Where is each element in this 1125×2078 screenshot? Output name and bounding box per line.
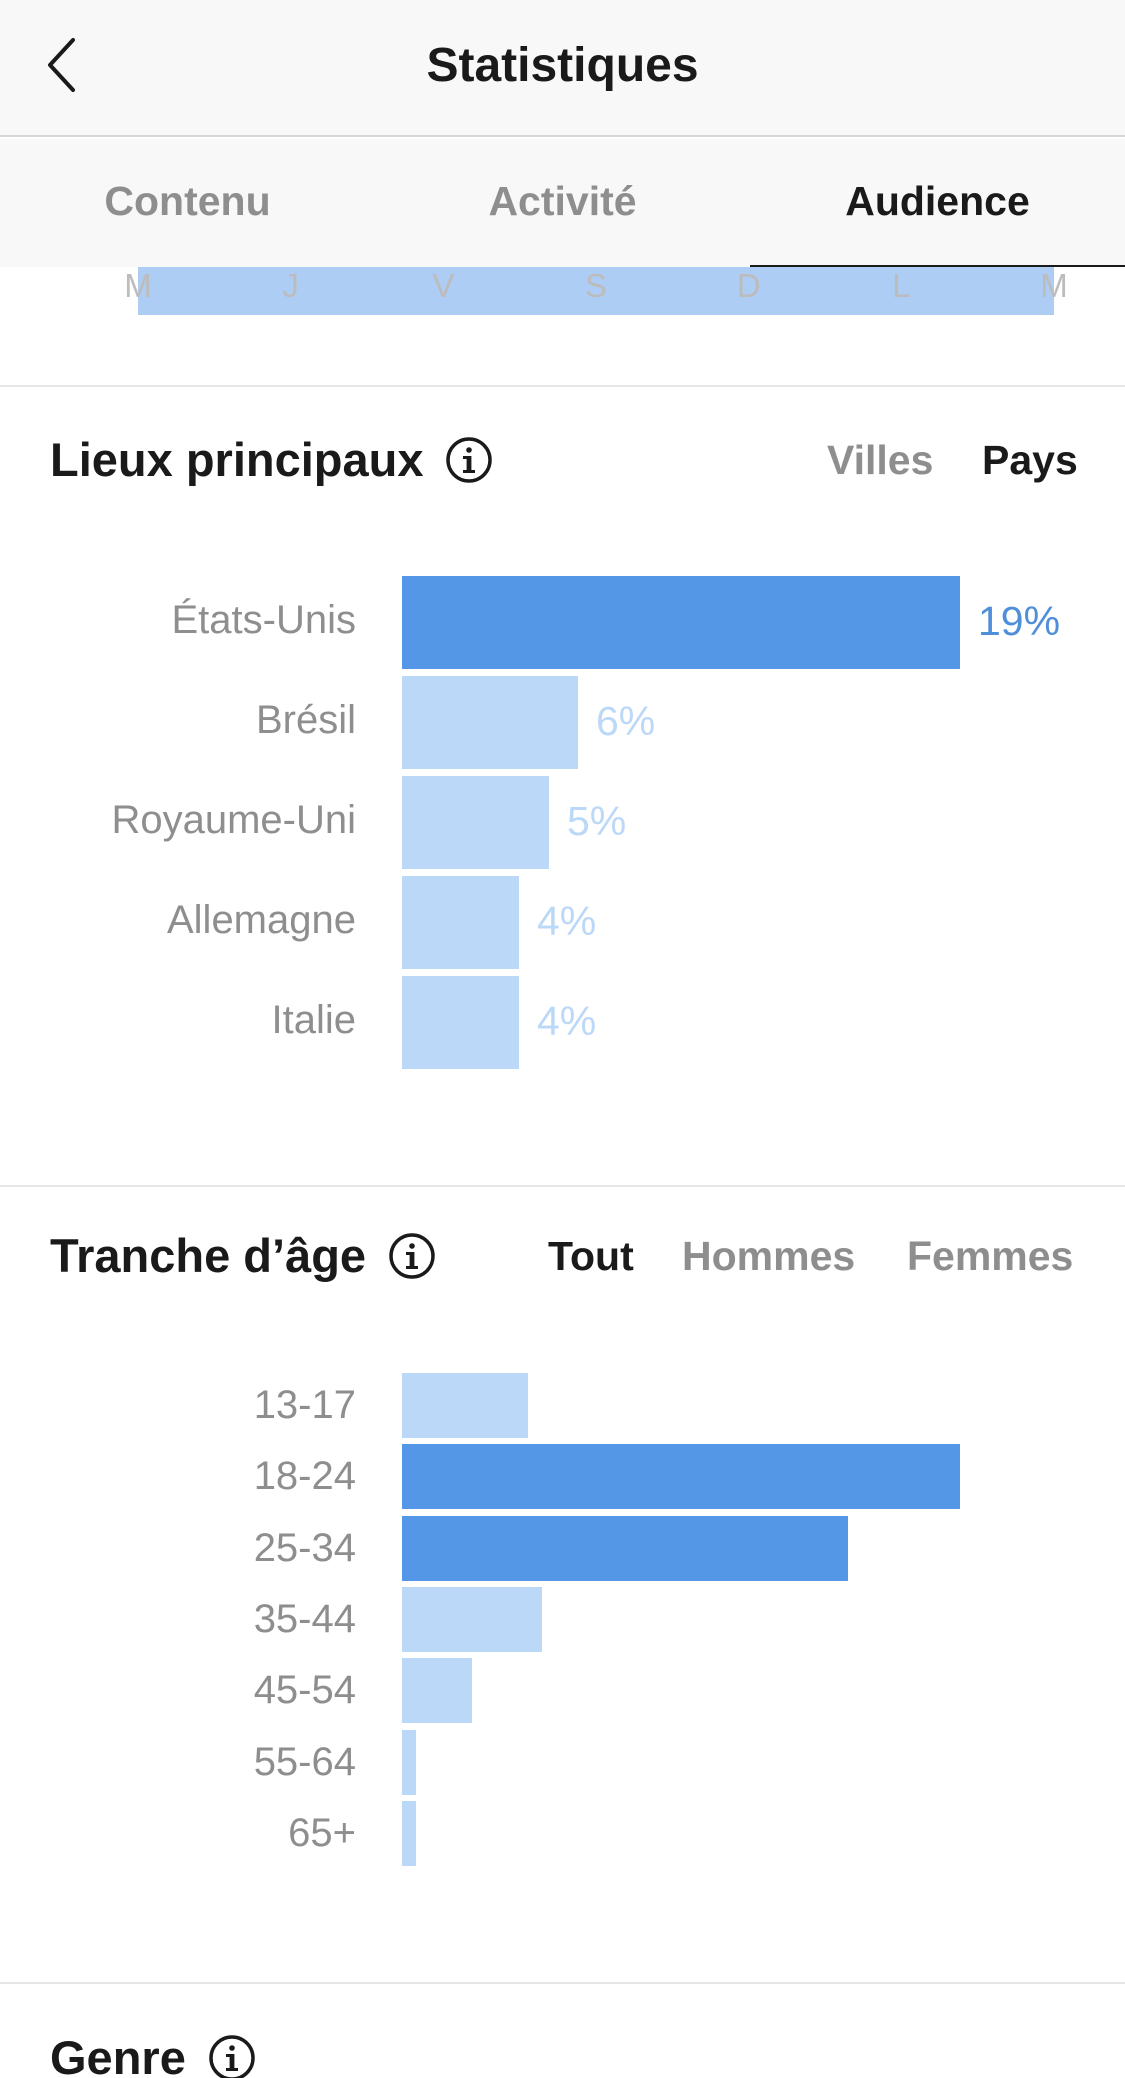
location-bar bbox=[402, 676, 578, 769]
age-bar bbox=[402, 1444, 960, 1509]
back-button[interactable] bbox=[40, 30, 90, 100]
filter-femmes[interactable]: Femmes bbox=[907, 1233, 1074, 1279]
locations-title-text: Lieux principaux bbox=[50, 433, 424, 486]
day-label: M bbox=[124, 267, 152, 304]
tab-audience[interactable]: Audience bbox=[750, 139, 1125, 267]
age-label: 45-54 bbox=[253, 1668, 356, 1712]
info-icon[interactable] bbox=[388, 1232, 436, 1280]
age-bar bbox=[402, 1658, 472, 1723]
location-label: Brésil bbox=[255, 698, 356, 742]
info-icon[interactable] bbox=[208, 2034, 256, 2078]
age-bar bbox=[402, 1730, 416, 1795]
chevron-left-icon bbox=[48, 38, 75, 92]
location-percent: 19% bbox=[978, 598, 1061, 644]
location-percent: 6% bbox=[596, 698, 656, 744]
day-label: M bbox=[1040, 267, 1068, 304]
location-label: Italie bbox=[271, 998, 357, 1042]
filter-hommes[interactable]: Hommes bbox=[682, 1233, 856, 1279]
locations-title: Lieux principaux bbox=[50, 432, 493, 487]
tab-activite[interactable]: Activité bbox=[488, 178, 637, 224]
day-label: D bbox=[736, 267, 761, 304]
gender-title: Genre bbox=[50, 2030, 256, 2078]
filter-villes[interactable]: Villes bbox=[827, 437, 934, 483]
day-label: S bbox=[584, 267, 608, 304]
info-icon[interactable] bbox=[445, 436, 493, 484]
location-percent: 5% bbox=[567, 798, 627, 844]
age-bar bbox=[402, 1801, 416, 1866]
location-bar bbox=[402, 776, 549, 869]
day-label: L bbox=[892, 267, 911, 304]
age-bar bbox=[402, 1516, 848, 1581]
age-label: 25-34 bbox=[253, 1526, 356, 1570]
location-bar bbox=[402, 876, 519, 969]
age-label: 35-44 bbox=[253, 1597, 356, 1641]
day-label: J bbox=[282, 267, 299, 304]
location-label: États-Unis bbox=[171, 598, 357, 642]
tab-contenu[interactable]: Contenu bbox=[104, 178, 271, 224]
location-percent: 4% bbox=[537, 898, 597, 944]
age-title: Tranche d’âge bbox=[50, 1228, 436, 1283]
nav-bar: Statistiques bbox=[0, 0, 1125, 137]
location-bar bbox=[402, 976, 519, 1069]
section-divider bbox=[0, 1185, 1125, 1187]
age-bar bbox=[402, 1373, 528, 1438]
location-label: Royaume-Uni bbox=[111, 798, 356, 842]
day-label: V bbox=[432, 267, 455, 304]
location-percent: 4% bbox=[537, 998, 597, 1044]
age-label: 55-64 bbox=[253, 1740, 356, 1784]
page-title: Statistiques bbox=[426, 39, 699, 92]
age-label: 65+ bbox=[288, 1811, 356, 1855]
location-label: Allemagne bbox=[166, 898, 356, 942]
day-strip-bar bbox=[138, 267, 1054, 315]
gender-title-text: Genre bbox=[50, 2031, 186, 2078]
age-title-text: Tranche d’âge bbox=[50, 1229, 367, 1282]
section-divider bbox=[0, 1982, 1125, 1984]
filter-pays[interactable]: Pays bbox=[982, 437, 1078, 483]
location-bar bbox=[402, 576, 960, 669]
age-bar bbox=[402, 1587, 542, 1652]
age-label: 18-24 bbox=[253, 1454, 356, 1498]
age-label: 13-17 bbox=[253, 1383, 356, 1427]
tab-bar: Contenu Activité Audience bbox=[0, 139, 1125, 267]
filter-tout[interactable]: Tout bbox=[548, 1233, 634, 1279]
